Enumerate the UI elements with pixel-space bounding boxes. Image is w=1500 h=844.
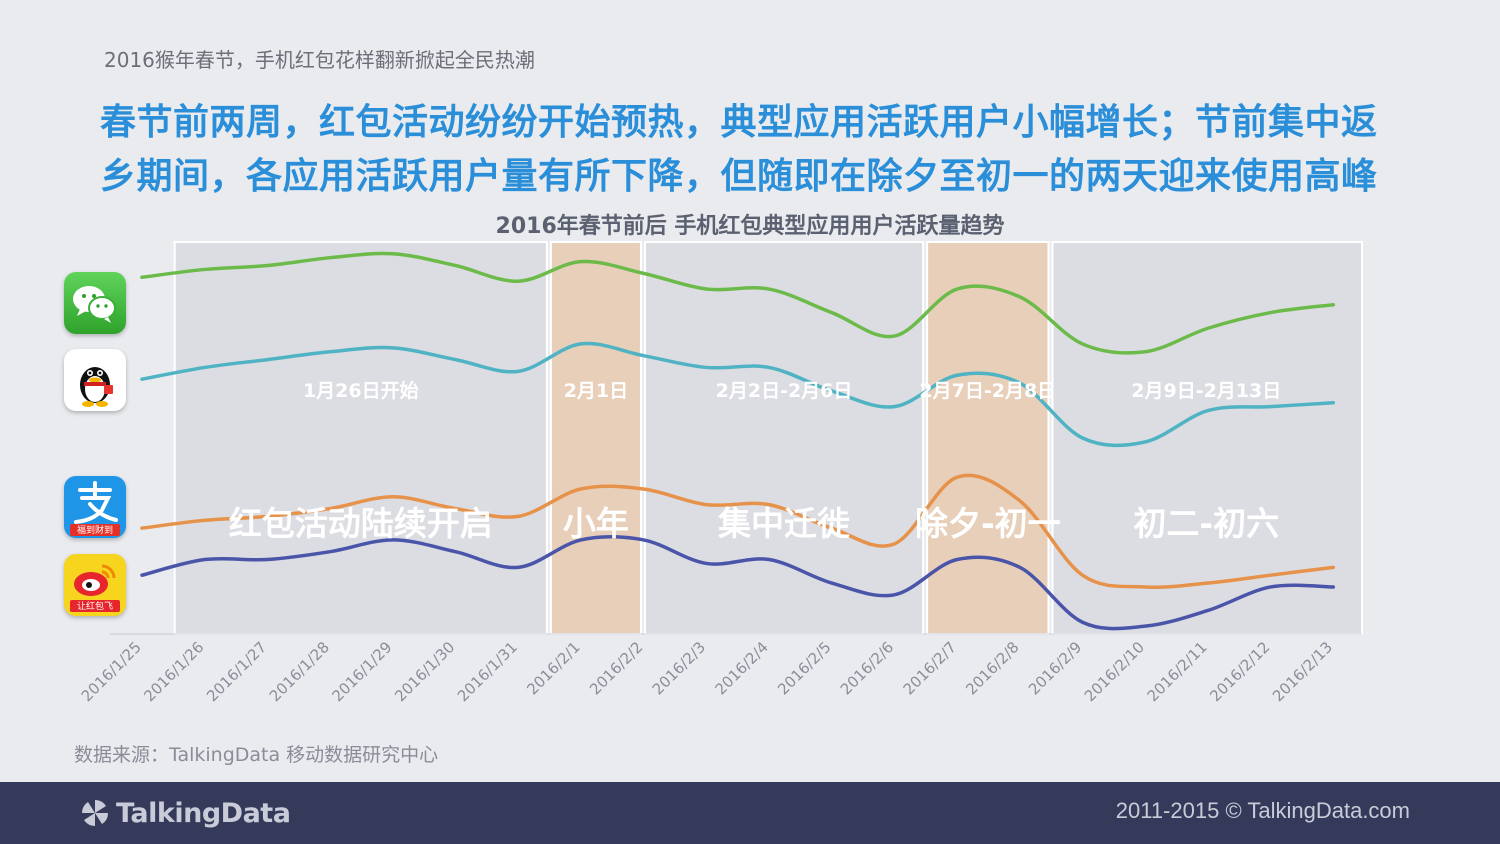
x-tick-label-12: 2016/2/6 bbox=[837, 638, 897, 698]
x-tick-label-14: 2016/2/8 bbox=[962, 638, 1022, 698]
period-name-label-1: 小年 bbox=[563, 504, 629, 543]
period-date-label-0: 1月26日开始 bbox=[303, 379, 419, 402]
period-band-0 bbox=[173, 241, 548, 635]
x-tick-label-8: 2016/2/2 bbox=[586, 638, 646, 698]
x-tick-label-0: 2016/1/25 bbox=[78, 638, 145, 705]
series-line-0 bbox=[140, 251, 1336, 355]
weibo-icon-caption: 让红包飞 bbox=[77, 600, 113, 612]
x-tick-label-15: 2016/2/9 bbox=[1025, 638, 1085, 698]
headline-line-2: 乡期间，各应用活跃用户量有所下降，但随即在除夕至初一的两天迎来使用高峰 bbox=[100, 156, 1378, 197]
series-line-3 bbox=[140, 534, 1336, 631]
x-tick-label-9: 2016/2/3 bbox=[649, 638, 709, 698]
copyright-text: 2011-2015 © TalkingData.com bbox=[1115, 798, 1410, 823]
x-tick-label-6: 2016/1/31 bbox=[454, 638, 521, 705]
x-tick-label-1: 2016/1/26 bbox=[140, 638, 207, 705]
period-date-label-1: 2月1日 bbox=[564, 380, 628, 402]
period-name-label-3: 除夕-初一 bbox=[915, 504, 1061, 543]
x-tick-label-18: 2016/2/12 bbox=[1206, 638, 1273, 705]
period-band-3 bbox=[926, 241, 1050, 635]
weibo-icon: 让红包飞 bbox=[64, 554, 126, 616]
period-band-1 bbox=[549, 241, 642, 635]
headline-line-1: 春节前两周，红包活动纷纷开始预热，典型应用活跃用户小幅增长；节前集中返 bbox=[100, 102, 1378, 143]
x-tick-label-4: 2016/1/29 bbox=[329, 638, 396, 705]
x-tick-label-5: 2016/1/30 bbox=[391, 638, 458, 705]
data-source: 数据来源：TalkingData 移动数据研究中心 bbox=[74, 744, 439, 766]
wechat-icon bbox=[64, 272, 126, 334]
period-date-label-2: 2月2日-2月6日 bbox=[716, 380, 853, 402]
x-tick-label-2: 2016/1/27 bbox=[203, 638, 270, 705]
period-band-4 bbox=[1051, 241, 1363, 635]
chart-title: 2016年春节前后 手机红包典型应用用户活跃量趋势 bbox=[495, 214, 1005, 239]
slide-headline: 春节前两周，红包活动纷纷开始预热，典型应用活跃用户小幅增长；节前集中返 乡期间，… bbox=[100, 96, 1420, 204]
series-line-2 bbox=[140, 473, 1336, 589]
x-tick-label-13: 2016/2/7 bbox=[900, 638, 960, 698]
x-tick-label-3: 2016/1/28 bbox=[266, 638, 333, 705]
x-tick-label-11: 2016/2/5 bbox=[774, 638, 834, 698]
x-tick-label-19: 2016/2/13 bbox=[1269, 638, 1336, 705]
series-line-1 bbox=[140, 341, 1336, 448]
period-name-label-0: 红包活动陆续开启 bbox=[229, 504, 493, 543]
x-tick-label-17: 2016/2/11 bbox=[1144, 638, 1211, 705]
pinwheel-logo-icon bbox=[81, 799, 109, 827]
period-name-label-4: 初二-初六 bbox=[1133, 504, 1279, 543]
alipay-icon-caption: 福到财到 bbox=[77, 524, 113, 536]
alipay-icon: 福到财到 bbox=[64, 476, 126, 538]
period-date-label-3: 2月7日-2月8日 bbox=[919, 380, 1056, 402]
footer-bar: TalkingData 2011-2015 © TalkingData.com bbox=[0, 782, 1500, 844]
period-date-label-4: 2月9日-2月13日 bbox=[1131, 380, 1281, 402]
slide-subtitle: 2016猴年春节，手机红包花样翻新掀起全民热潮 bbox=[104, 48, 535, 72]
qq-icon bbox=[64, 349, 126, 411]
talkingdata-logo: TalkingData bbox=[80, 796, 291, 830]
x-tick-label-7: 2016/2/1 bbox=[523, 638, 583, 698]
period-band-2 bbox=[643, 241, 925, 635]
logo-text: TalkingData bbox=[116, 797, 291, 829]
x-tick-label-10: 2016/2/4 bbox=[711, 638, 771, 698]
period-name-label-2: 集中迁徙 bbox=[717, 504, 850, 543]
x-tick-label-16: 2016/2/10 bbox=[1081, 638, 1148, 705]
